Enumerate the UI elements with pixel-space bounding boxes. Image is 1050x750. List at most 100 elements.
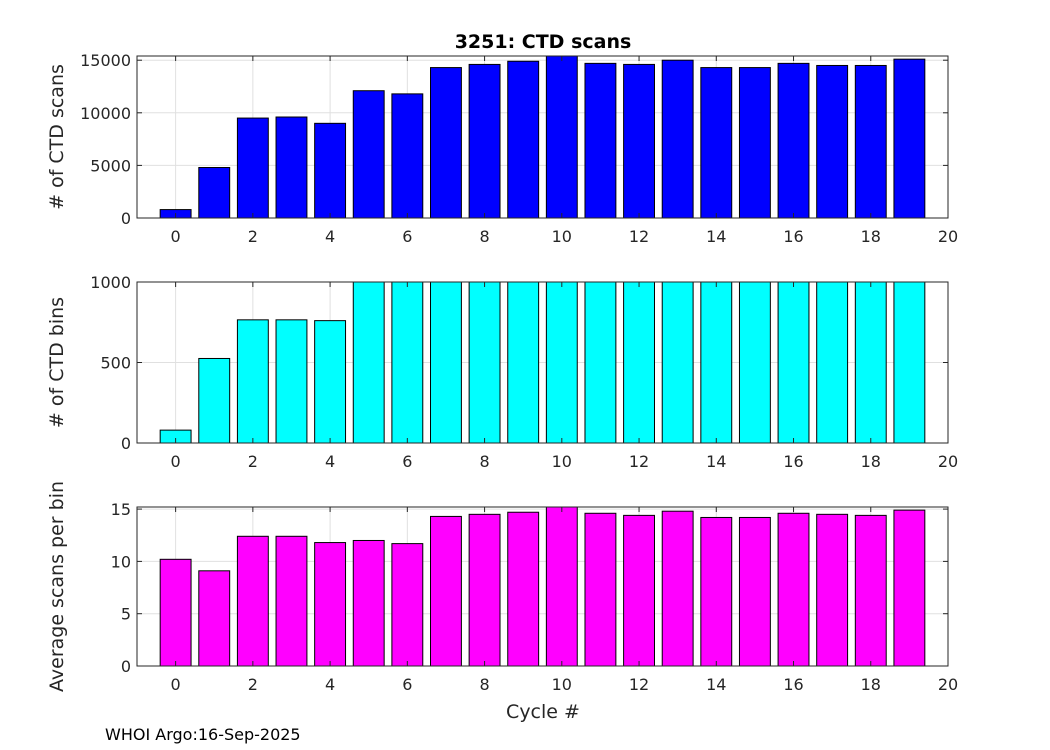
bar xyxy=(584,62,617,219)
x-tick-label: 18 xyxy=(861,452,881,471)
bar xyxy=(468,63,501,219)
x-tick-label: 6 xyxy=(402,227,412,246)
y-tick-label: 0 xyxy=(121,434,131,453)
bar xyxy=(314,320,347,444)
x-tick-label: 16 xyxy=(783,675,803,694)
bar xyxy=(816,513,849,667)
x-tick-label: 16 xyxy=(783,452,803,471)
bar xyxy=(816,281,849,444)
y-tick-label: 10000 xyxy=(80,104,131,123)
bar xyxy=(198,357,231,444)
x-tick-label: 2 xyxy=(248,452,258,471)
bar xyxy=(198,570,231,667)
bar xyxy=(507,60,540,219)
bar xyxy=(661,281,694,444)
bar xyxy=(893,58,926,219)
bar xyxy=(738,67,771,219)
bar xyxy=(738,516,771,667)
y-tick-label: 5000 xyxy=(90,156,131,175)
x-tick-label: 10 xyxy=(552,227,572,246)
chart-title: 3251: CTD scans xyxy=(455,31,632,53)
bar xyxy=(700,516,733,667)
bar xyxy=(816,64,849,219)
bar xyxy=(777,62,810,219)
bar xyxy=(777,512,810,667)
x-tick-label: 0 xyxy=(171,227,181,246)
x-tick-label: 0 xyxy=(171,675,181,694)
plot-area xyxy=(137,56,948,218)
x-tick-label: 8 xyxy=(479,452,489,471)
y-tick-label: 0 xyxy=(121,657,131,676)
bar xyxy=(545,281,578,444)
footer-credit: WHOI Argo:16-Sep-2025 xyxy=(105,725,301,744)
bar xyxy=(468,513,501,667)
bar xyxy=(661,510,694,667)
x-tick-label: 4 xyxy=(325,675,335,694)
x-tick-label: 2 xyxy=(248,675,258,694)
bar xyxy=(738,281,771,444)
bar xyxy=(314,542,347,667)
x-tick-label: 14 xyxy=(706,227,726,246)
x-tick-label: 4 xyxy=(325,227,335,246)
bar xyxy=(854,64,887,219)
x-tick-label: 4 xyxy=(325,452,335,471)
bar xyxy=(159,558,192,667)
y-axis-label: # of CTD bins xyxy=(46,297,68,428)
plot-area xyxy=(137,507,948,666)
bar xyxy=(507,511,540,667)
subplot-3: 0 2 4 6 8 10 12 14 16 18 20 0 5 10 15 Average scans per… xyxy=(46,481,958,694)
x-tick-label: 20 xyxy=(938,452,958,471)
y-axis-label: # of CTD scans xyxy=(46,64,68,210)
y-tick-label: 1000 xyxy=(90,273,131,292)
y-tick-label: 5 xyxy=(121,605,131,624)
bar xyxy=(893,509,926,667)
bar xyxy=(623,281,655,444)
bar xyxy=(430,67,462,219)
x-tick-label: 20 xyxy=(938,227,958,246)
bar xyxy=(236,319,269,444)
x-tick-label: 18 xyxy=(861,227,881,246)
y-tick-label: 10 xyxy=(111,552,131,571)
bar xyxy=(545,55,578,219)
bar xyxy=(391,543,424,667)
bar xyxy=(236,117,269,219)
bar xyxy=(893,281,926,444)
x-tick-label: 12 xyxy=(629,452,649,471)
x-tick-label: 14 xyxy=(706,452,726,471)
x-tick-label: 8 xyxy=(479,675,489,694)
y-tick-label: 15 xyxy=(111,500,131,519)
bar xyxy=(352,281,385,444)
bar xyxy=(236,535,269,667)
bar xyxy=(275,535,308,667)
x-tick-label: 6 xyxy=(402,675,412,694)
x-tick-label: 10 xyxy=(552,675,572,694)
y-tick-label: 15000 xyxy=(80,51,131,70)
bar xyxy=(584,512,617,667)
bar xyxy=(661,59,694,219)
bar xyxy=(854,514,887,667)
bar xyxy=(198,167,231,219)
bar xyxy=(623,514,655,667)
x-tick-label: 16 xyxy=(783,227,803,246)
bar xyxy=(352,539,385,667)
x-tick-label: 14 xyxy=(706,675,726,694)
bar xyxy=(777,281,810,444)
axes-box xyxy=(136,55,949,219)
bar xyxy=(275,116,308,219)
bar xyxy=(545,506,578,667)
bar xyxy=(700,67,733,219)
subplot-2: 0 2 4 6 8 10 12 14 16 18 20 0 500 1000 # of CTD bins xyxy=(46,273,958,471)
x-tick-label: 20 xyxy=(938,675,958,694)
bar xyxy=(352,90,385,219)
bar xyxy=(623,63,655,219)
y-tick-label: 500 xyxy=(100,354,131,373)
x-tick-label: 6 xyxy=(402,452,412,471)
x-tick-label: 12 xyxy=(629,675,649,694)
axes-box xyxy=(136,506,949,667)
x-tick-label: 18 xyxy=(861,675,881,694)
bar xyxy=(430,281,462,444)
y-tick-label: 0 xyxy=(121,209,131,228)
bar xyxy=(584,281,617,444)
subplot-1: 0 2 4 6 8 10 12 14 16 18 20 0 5000 10000 15000 # of CTD… xyxy=(46,51,958,246)
y-axis-label: Average scans per bin xyxy=(46,481,68,692)
